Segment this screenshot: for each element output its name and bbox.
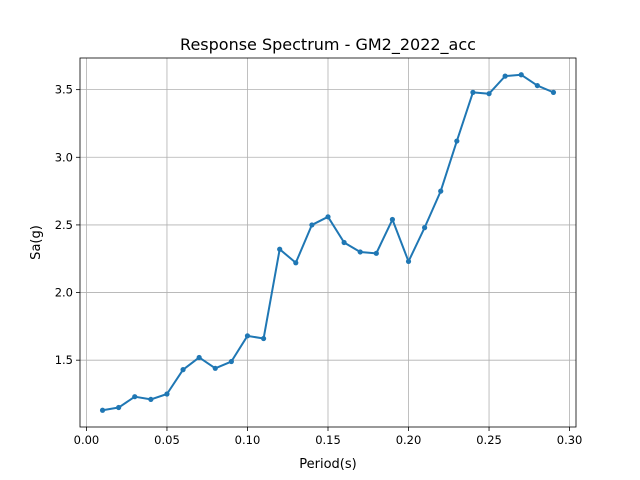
data-point	[518, 72, 524, 78]
data-point	[196, 354, 202, 361]
data-point	[405, 258, 412, 265]
data-point	[341, 239, 347, 246]
y-tick-label: 2.5	[55, 218, 73, 232]
data-point	[260, 335, 267, 342]
data-point	[212, 365, 218, 371]
y-tick-label: 3.0	[55, 150, 73, 164]
x-tick-label: 0.30	[557, 433, 583, 447]
data-point	[438, 188, 444, 194]
data-point	[99, 407, 106, 413]
data-point	[422, 225, 428, 231]
x-tick-label: 0.25	[476, 433, 502, 447]
data-point	[534, 82, 540, 89]
data-point	[389, 216, 396, 223]
data-point	[486, 91, 492, 97]
x-tick-label: 0.00	[74, 433, 100, 447]
x-tick-label: 0.10	[235, 433, 261, 447]
y-tick-label: 1.5	[55, 353, 73, 367]
data-point	[244, 333, 251, 339]
data-point	[470, 89, 476, 95]
data-point	[148, 396, 154, 403]
data-point	[550, 89, 557, 95]
y-tick-label: 2.0	[55, 286, 73, 300]
series-layer	[99, 72, 557, 413]
chart-title: Response Spectrum - GM2_2022_acc	[180, 35, 476, 55]
data-point	[164, 391, 170, 397]
x-axis-ticks: 0.00 0.05 0.10 0.15 0.20 0.25 0.30	[74, 427, 583, 447]
x-tick-label: 0.05	[154, 433, 180, 447]
x-tick-label: 0.20	[396, 433, 422, 447]
data-point	[454, 138, 460, 144]
data-point	[309, 222, 315, 228]
y-axis-label: Sa(g)	[29, 225, 44, 260]
grid	[80, 58, 576, 427]
x-tick-label: 0.15	[315, 433, 341, 447]
data-point	[373, 250, 379, 256]
data-point	[180, 367, 186, 373]
x-axis-label: Period(s)	[299, 457, 356, 472]
data-point	[502, 73, 508, 79]
data-point	[116, 404, 122, 411]
data-point	[293, 260, 299, 266]
data-point	[228, 358, 234, 365]
data-point	[325, 214, 331, 220]
y-tick-label: 3.5	[55, 83, 73, 97]
data-point	[357, 249, 363, 255]
data-point	[132, 394, 138, 400]
y-axis-ticks: 1.5 2.0 2.5 3.0 3.5	[55, 83, 80, 367]
data-point	[277, 246, 283, 252]
